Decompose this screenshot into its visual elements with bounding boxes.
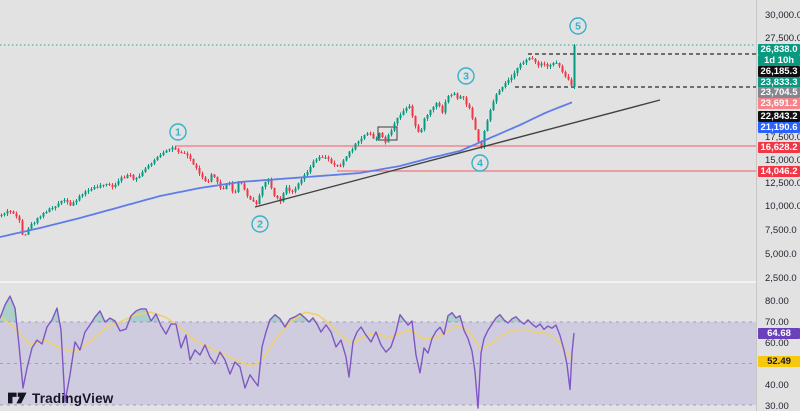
tradingview-logo-icon xyxy=(8,392,27,404)
price-axis-tick: 5,000.0 xyxy=(765,249,797,260)
wave-label-1: 1 xyxy=(169,123,187,141)
rsi-axis-tick: 30.00 xyxy=(765,401,789,411)
svg-text:3: 3 xyxy=(463,71,469,83)
pane-divider[interactable] xyxy=(0,281,800,283)
tradingview-watermark[interactable]: TradingView xyxy=(8,390,113,406)
price-pane: 1 2 3 4 5 xyxy=(0,17,756,238)
rsi-signal-line xyxy=(0,311,574,367)
price-axis-tick: 12,500.0 xyxy=(765,178,800,189)
rsi-line xyxy=(0,295,575,409)
price-level-label: 14,046.2 xyxy=(758,165,800,177)
price-axis[interactable]: 30,000.0 27,500.0 17,500.0 15,000.0 12,500.0… xyxy=(756,0,800,411)
rsi-axis-tick: 70.00 xyxy=(765,317,789,328)
price-level-label: 23,691.2 xyxy=(758,97,800,109)
wave-label-5: 5 xyxy=(569,17,587,35)
price-level-label: 16,628.2 xyxy=(758,141,800,153)
svg-text:5: 5 xyxy=(575,21,581,33)
price-level-label: 23,704.5 xyxy=(758,86,800,98)
rsi-value-label: 52.49 xyxy=(758,355,800,367)
price-level-label: 26,838.0 xyxy=(758,43,800,55)
price-axis-tick: 10,000.0 xyxy=(765,201,800,212)
price-level-label: 22,843.2 xyxy=(758,110,800,122)
price-axis-tick: 27,500.0 xyxy=(765,33,800,44)
countdown-label: 1d 10h xyxy=(758,54,800,66)
rsi-overbought-fill xyxy=(0,296,530,322)
price-axis-tick: 15,000.0 xyxy=(765,155,800,166)
moving-average-line xyxy=(0,101,573,238)
candlestick-series xyxy=(0,44,576,236)
wave-label-3: 3 xyxy=(457,67,475,85)
price-level-label: 23,833.3 xyxy=(758,76,800,88)
tradingview-logo-text: TradingView xyxy=(32,390,114,406)
rsi-value-label: 64.68 xyxy=(758,327,800,339)
price-axis-tick: 30,000.0 xyxy=(765,10,800,21)
wave-label-4: 4 xyxy=(471,154,489,172)
price-level-label: 21,190.6 xyxy=(758,121,800,133)
trendline xyxy=(254,99,661,208)
price-axis-tick: 7,500.0 xyxy=(765,225,797,236)
wave-label-2: 2 xyxy=(251,215,269,233)
price-level-label: 26,185.3 xyxy=(758,65,800,77)
svg-text:1: 1 xyxy=(175,127,181,139)
rsi-axis-tick: 80.00 xyxy=(765,296,789,307)
price-axis-tick: 17,500.0 xyxy=(765,132,800,143)
rsi-axis-tick: 40.00 xyxy=(765,380,789,391)
chart-canvas[interactable]: 1 2 3 4 5 xyxy=(0,0,756,411)
rsi-axis-tick: 60.00 xyxy=(765,338,789,349)
svg-text:4: 4 xyxy=(477,158,483,170)
price-axis-tick: 2,500.0 xyxy=(765,273,797,284)
rsi-pane xyxy=(0,295,756,409)
svg-text:2: 2 xyxy=(257,219,263,231)
